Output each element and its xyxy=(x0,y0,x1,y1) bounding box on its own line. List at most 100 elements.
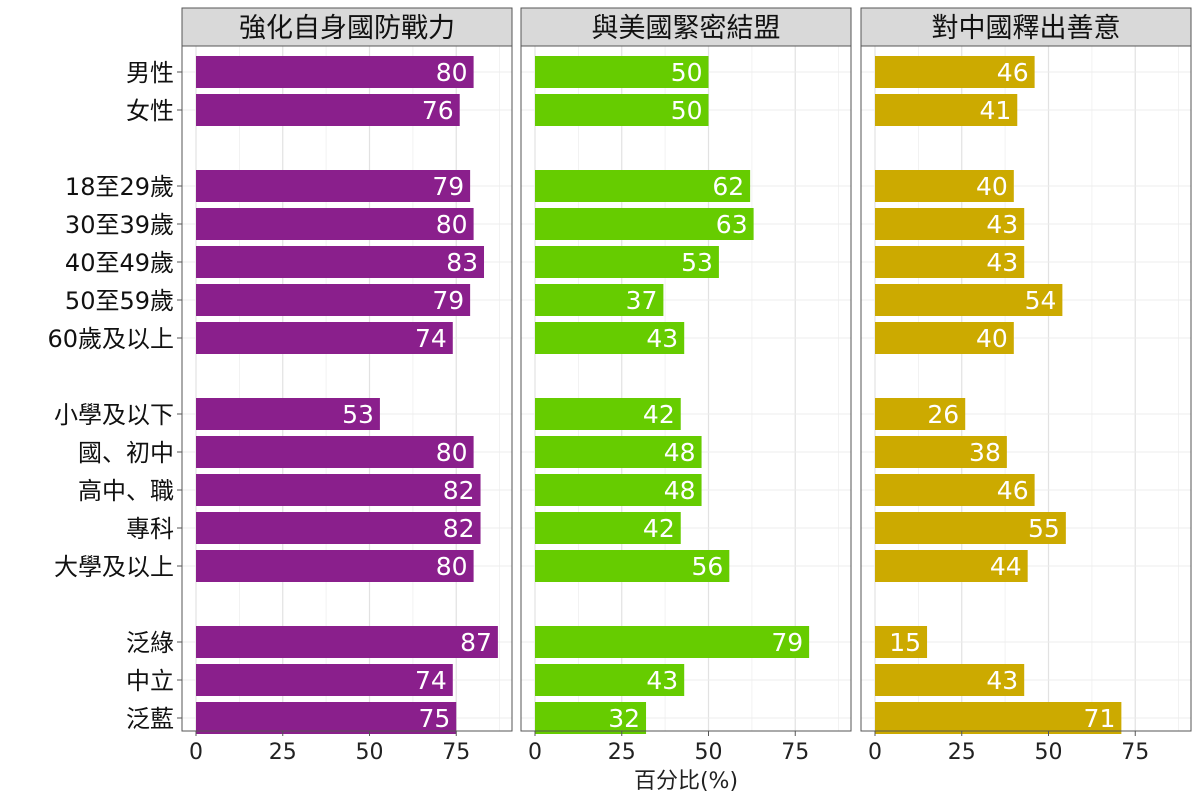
panel-border xyxy=(181,45,513,732)
bar xyxy=(535,322,685,354)
x-tick-label: 50 xyxy=(1035,740,1063,765)
bar xyxy=(535,550,730,582)
bar xyxy=(535,702,647,734)
bar xyxy=(875,284,1063,316)
x-tick-label: 0 xyxy=(868,740,882,765)
category-label: 40至49歲 xyxy=(65,249,174,277)
data-label: 82 xyxy=(443,476,475,505)
data-label: 48 xyxy=(664,476,696,505)
bar xyxy=(196,436,474,468)
bar xyxy=(875,550,1028,582)
data-label: 32 xyxy=(608,704,640,733)
x-tick-label: 25 xyxy=(608,740,636,765)
bar xyxy=(535,56,709,88)
category-label: 專科 xyxy=(126,515,174,543)
bar xyxy=(535,398,681,430)
category-label: 30至39歲 xyxy=(65,211,174,239)
bar xyxy=(196,398,380,430)
data-label: 54 xyxy=(1025,286,1057,315)
bar xyxy=(196,284,471,316)
data-label: 83 xyxy=(446,248,478,277)
panel-background xyxy=(521,46,851,731)
panel-background xyxy=(182,46,512,731)
data-label: 63 xyxy=(716,210,748,239)
category-label: 50至59歲 xyxy=(65,287,174,315)
data-label: 43 xyxy=(646,666,678,695)
bar xyxy=(535,436,702,468)
bar xyxy=(535,208,754,240)
bar xyxy=(535,94,709,126)
data-label: 26 xyxy=(927,400,959,429)
bar xyxy=(196,56,474,88)
x-tick-label: 75 xyxy=(781,740,809,765)
bar xyxy=(875,702,1122,734)
bar xyxy=(875,322,1014,354)
data-label: 15 xyxy=(889,628,921,657)
data-label: 80 xyxy=(436,552,468,581)
data-label: 40 xyxy=(976,324,1008,353)
category-label: 國、初中 xyxy=(78,439,174,467)
bar xyxy=(196,474,481,506)
panel-strip xyxy=(181,7,513,47)
data-label: 48 xyxy=(664,438,696,467)
data-label: 37 xyxy=(626,286,658,315)
bar xyxy=(875,398,966,430)
data-label: 74 xyxy=(415,324,447,353)
data-label: 43 xyxy=(986,210,1018,239)
data-label: 42 xyxy=(643,514,675,543)
panel: 80 76 79 80 83 79 74 53 80 82 82 80 87 74 75 0 25 50 75 xyxy=(181,45,513,765)
bar xyxy=(535,170,751,202)
data-label: 38 xyxy=(969,438,1001,467)
data-label: 53 xyxy=(342,400,374,429)
data-label: 40 xyxy=(976,172,1008,201)
data-label: 50 xyxy=(671,58,703,87)
bar xyxy=(875,474,1035,506)
bar xyxy=(535,474,702,506)
data-label: 82 xyxy=(443,514,475,543)
data-label: 43 xyxy=(986,248,1018,277)
bar xyxy=(196,626,498,658)
panel-title: 對中國釋出善意 xyxy=(932,13,1121,44)
bar xyxy=(875,94,1018,126)
bar xyxy=(875,170,1014,202)
category-label: 泛綠 xyxy=(126,629,174,657)
panel-title: 強化自身國防戰力 xyxy=(239,13,455,44)
x-tick-label: 75 xyxy=(442,740,470,765)
panel-border xyxy=(520,45,852,732)
bar xyxy=(196,702,457,734)
category-label: 小學及以下 xyxy=(54,401,174,429)
category-label: 女性 xyxy=(126,97,174,125)
bar xyxy=(196,550,474,582)
data-label: 87 xyxy=(460,628,492,657)
x-tick-label: 0 xyxy=(189,740,203,765)
panel-border xyxy=(860,45,1192,732)
data-label: 46 xyxy=(997,476,1029,505)
category-label: 18至29歲 xyxy=(65,173,174,201)
category-label: 高中、職 xyxy=(78,477,174,505)
bar xyxy=(875,626,928,658)
bar xyxy=(196,322,453,354)
data-label: 55 xyxy=(1028,514,1060,543)
category-label: 男性 xyxy=(126,59,174,87)
data-label: 80 xyxy=(436,210,468,239)
data-label: 71 xyxy=(1084,704,1116,733)
panel-strip xyxy=(860,7,1192,47)
data-label: 43 xyxy=(986,666,1018,695)
data-label: 41 xyxy=(979,96,1011,125)
bar xyxy=(196,512,481,544)
bar xyxy=(196,94,460,126)
x-tick-label: 50 xyxy=(695,740,723,765)
data-label: 53 xyxy=(681,248,713,277)
bar xyxy=(535,664,685,696)
bar xyxy=(875,246,1025,278)
chart-panels: 80 76 79 80 83 79 74 53 80 82 82 80 87 74 75 0 25 50 75 50 5… xyxy=(181,45,1192,765)
x-tick-label: 25 xyxy=(948,740,976,765)
data-label: 44 xyxy=(990,552,1022,581)
bar xyxy=(875,664,1025,696)
data-label: 46 xyxy=(997,58,1029,87)
bar xyxy=(196,170,471,202)
